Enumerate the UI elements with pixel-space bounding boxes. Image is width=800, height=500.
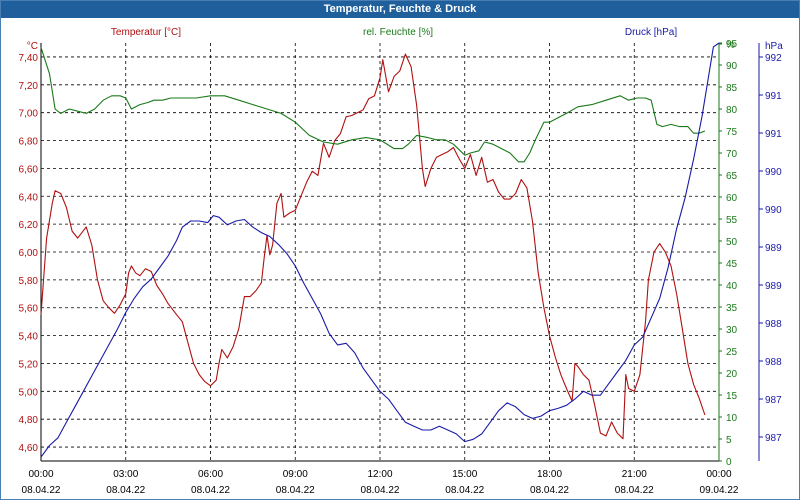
temperature-tick-label: 5,60 bbox=[19, 304, 39, 315]
pressure-tick-label: 990 bbox=[765, 167, 782, 178]
pressure-tick-label: 990 bbox=[765, 205, 782, 216]
x-tick-date-label: 08.04.22 bbox=[276, 485, 315, 496]
x-tick-time-label: 18:00 bbox=[537, 469, 562, 480]
x-tick-date-label: 08.04.22 bbox=[530, 485, 569, 496]
x-tick-date-label: 08.04.22 bbox=[615, 485, 654, 496]
humidity-tick-label: 0 bbox=[726, 457, 732, 468]
temperature-series-line bbox=[40, 53, 706, 440]
pressure-tick-label: 988 bbox=[765, 319, 782, 330]
pressure-tick-label: 988 bbox=[765, 357, 782, 368]
pressure-series-line bbox=[40, 42, 720, 458]
pressure-tick-label: 989 bbox=[765, 281, 782, 292]
temperature-tick-label: 7,20 bbox=[19, 81, 39, 92]
pressure-tick-label: 992 bbox=[765, 53, 782, 64]
pressure-header: Druck [hPa] bbox=[625, 27, 677, 38]
x-tick-date-label: 08.04.22 bbox=[22, 485, 61, 496]
humidity-tick-label: 45 bbox=[726, 259, 738, 270]
x-tick-date-label: 08.04.22 bbox=[361, 485, 400, 496]
x-tick-time-label: 15:00 bbox=[452, 469, 477, 480]
humidity-unit-label: % bbox=[726, 40, 735, 51]
humidity-header: rel. Feuchte [%] bbox=[363, 27, 433, 38]
temperature-tick-label: 6,40 bbox=[19, 192, 39, 203]
humidity-tick-label: 95 bbox=[726, 39, 738, 50]
humidity-tick-label: 15 bbox=[726, 391, 738, 402]
humidity-series-line bbox=[40, 47, 706, 163]
x-tick-time-label: 12:00 bbox=[367, 469, 392, 480]
x-tick-time-label: 06:00 bbox=[198, 469, 223, 480]
temperature-tick-label: 4,60 bbox=[19, 443, 39, 454]
pressure-tick-label: 989 bbox=[765, 243, 782, 254]
x-tick-time-label: 00:00 bbox=[706, 469, 731, 480]
humidity-tick-label: 40 bbox=[726, 281, 738, 292]
temperature-tick-label: 7,40 bbox=[19, 53, 39, 64]
x-tick-time-label: 03:00 bbox=[113, 469, 138, 480]
humidity-tick-label: 5 bbox=[726, 435, 732, 446]
temperature-tick-label: 4,80 bbox=[19, 415, 39, 426]
x-tick-time-label: 21:00 bbox=[622, 469, 647, 480]
window-title: Temperatur, Feuchte & Druck bbox=[1, 1, 799, 18]
pressure-tick-label: 987 bbox=[765, 395, 782, 406]
humidity-tick-label: 90 bbox=[726, 61, 738, 72]
pressure-tick-label: 991 bbox=[765, 91, 782, 102]
x-tick-date-label: 08.04.22 bbox=[191, 485, 230, 496]
temperature-tick-label: 5,20 bbox=[19, 359, 39, 370]
temperature-tick-label: 6,20 bbox=[19, 220, 39, 231]
temperature-tick-label: 6,60 bbox=[19, 164, 39, 175]
temperature-header: Temperatur [°C] bbox=[111, 27, 181, 38]
humidity-tick-label: 80 bbox=[726, 105, 738, 116]
x-tick-time-label: 00:00 bbox=[28, 469, 53, 480]
pressure-tick-label: 987 bbox=[765, 433, 782, 444]
pressure-unit-label: hPa bbox=[765, 41, 783, 52]
humidity-tick-label: 50 bbox=[726, 237, 738, 248]
humidity-tick-label: 30 bbox=[726, 325, 738, 336]
x-tick-date-label: 08.04.22 bbox=[106, 485, 145, 496]
humidity-tick-label: 65 bbox=[726, 171, 738, 182]
humidity-tick-label: 75 bbox=[726, 127, 738, 138]
temperature-tick-label: 5,80 bbox=[19, 276, 39, 287]
x-tick-date-label: 09.04.22 bbox=[700, 485, 739, 496]
humidity-tick-label: 35 bbox=[726, 303, 738, 314]
temperature-tick-label: 5,40 bbox=[19, 332, 39, 343]
pressure-tick-label: 991 bbox=[765, 129, 782, 140]
humidity-tick-label: 85 bbox=[726, 83, 738, 94]
humidity-tick-label: 20 bbox=[726, 369, 738, 380]
temperature-tick-label: 5,00 bbox=[19, 387, 39, 398]
temperature-unit-label: °C bbox=[27, 41, 38, 52]
humidity-tick-label: 60 bbox=[726, 193, 738, 204]
temperature-tick-label: 7,00 bbox=[19, 109, 39, 120]
humidity-tick-label: 10 bbox=[726, 413, 738, 424]
temperature-tick-label: 6,00 bbox=[19, 248, 39, 259]
x-tick-time-label: 09:00 bbox=[283, 469, 308, 480]
humidity-tick-label: 70 bbox=[726, 149, 738, 160]
x-tick-date-label: 08.04.22 bbox=[445, 485, 484, 496]
humidity-tick-label: 25 bbox=[726, 347, 738, 358]
temperature-tick-label: 6,80 bbox=[19, 137, 39, 148]
humidity-tick-label: 55 bbox=[726, 215, 738, 226]
